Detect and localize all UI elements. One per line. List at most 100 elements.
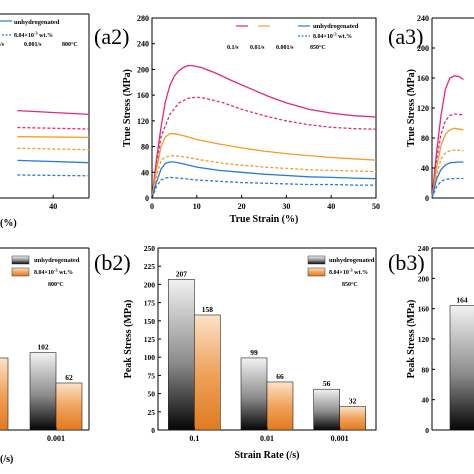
b2-ytick-label-6: 150 [144, 317, 156, 326]
b2-legend-unhydrogenated: unhydrogenated [329, 257, 375, 264]
b3-ytick-label-6: 240 [418, 244, 430, 253]
a2-ytick-label-4: 160 [137, 91, 149, 100]
b3-ytick-label-2: 80 [422, 365, 430, 374]
b2-bar-label-1-1: 66 [276, 372, 284, 381]
b2-ytick-label-8: 200 [144, 280, 156, 289]
b2-bar-label-1-2: 32 [349, 397, 357, 406]
a3-ytick-label-0: 0 [425, 194, 429, 203]
a2-plot-frame [151, 17, 377, 199]
b2-xtick-label-0: 0.1 [189, 434, 199, 443]
a2-ytick-label-7: 280 [137, 14, 149, 23]
panel-b3: (b3) 164 0 40 80 120 160 200 240 Peak Stress (… [388, 244, 474, 435]
a2-ytick-label-1: 40 [141, 168, 149, 177]
a2-ytick-label-5: 200 [137, 65, 149, 74]
a1-series-line-1 [17, 126, 90, 130]
b1-bar-1 [55, 382, 83, 431]
a1-legend-rate-fragment: /s [0, 42, 5, 48]
b2-xtick-label-2: 0.001 [331, 434, 349, 443]
a1-series-line-5 [17, 174, 90, 177]
b1-legend-temp: 800°C [48, 281, 64, 288]
b3-ytick-label-3: 120 [418, 335, 430, 344]
a3-ytick-label-3: 120 [417, 104, 429, 113]
b1-legend-swatch-orange [11, 267, 30, 277]
a3-y-label: True Stress (MPa) [406, 69, 417, 147]
a2-series-line-4 [151, 161, 377, 199]
a2-xtick-label-0: 0 [150, 202, 154, 211]
b2-x-label: Strain Rate (/s) [235, 450, 300, 461]
a2-xtick-label-5: 50 [372, 202, 380, 211]
a1-legend-hydro: 8.04×10-3 wt.% [14, 31, 53, 40]
a3-series-line-1 [431, 113, 464, 199]
a2-ytick-label-3: 120 [137, 117, 149, 126]
a1-xtick-label-1: 40 [49, 202, 57, 211]
a3-ytick-label-4: 160 [417, 74, 429, 83]
b2-bar-label-0-1: 99 [250, 348, 258, 357]
b2-bar-label-0-2: 56 [323, 379, 331, 388]
b1-bar-0 [29, 352, 57, 431]
b2-ytick-label-4: 100 [144, 353, 156, 362]
b2-panel-label: (b2) [94, 250, 131, 275]
b2-legend-hydro: 8.04×10-3 wt.% [329, 268, 368, 277]
a2-series-group [151, 64, 377, 199]
panel-a2: (a2) 0 10 20 30 40 50 0 40 80 120 160 200 240 280 unh… [94, 14, 380, 225]
a2-xtick-label-4: 40 [327, 202, 335, 211]
b2-legend-temp: 850°C [342, 281, 358, 288]
a3-series-line-5 [431, 177, 464, 199]
b2-bar-1-0 [194, 314, 221, 431]
a3-series-line-3 [431, 149, 464, 199]
b2-y-label: Peak Stress (MPa) [123, 300, 134, 379]
a2-legend-rate2: 0.01/s [250, 45, 265, 51]
panel-a1: unhydrogenated 8.04×10-3 wt.% /s 0.001/s… [0, 13, 90, 229]
panel-b1: unhydrogenated 8.04×10-3 wt.% 800°C 102 6… [0, 247, 90, 465]
a2-legend-rate3: 0.001/s [276, 45, 294, 51]
b2-ytick-label-10: 250 [144, 244, 156, 253]
a2-series-line-1 [151, 96, 377, 199]
b3-ytick-label-0: 0 [425, 426, 429, 435]
b2-ytick-label-1: 25 [148, 408, 156, 417]
a3-ytick-label-6: 240 [417, 14, 429, 23]
b2-bar-0-2 [313, 388, 340, 431]
a2-y-label: True Stress (MPa) [122, 69, 133, 147]
a2-legend: unhydrogenated 8.04×10-3 wt.% 0.1/s 0.01… [227, 23, 359, 51]
b3-ticks: 0 40 80 120 160 200 240 [418, 244, 435, 435]
panel-b2: (b2) 207 158 99 66 56 32 0.1 0.01 0.001 0 25 50 75 1… [94, 244, 377, 461]
a3-series-line-2 [431, 127, 464, 199]
b1-x-label: (/s) [0, 454, 13, 465]
a2-ytick-label-0: 0 [145, 194, 149, 203]
a1-series-line-2 [17, 136, 90, 139]
b3-bar-label-0: 164 [456, 296, 468, 305]
b3-y-label: Peak Stress (MPa) [406, 300, 417, 379]
b2-bar-1-2 [339, 406, 366, 431]
a3-ticks: 0 40 80 120 160 200 240 [417, 14, 435, 203]
b3-bars-group: 164 [449, 296, 474, 431]
b2-bar-label-1-0: 158 [202, 305, 214, 314]
a2-legend-hydro: 8.04×10-3 wt.% [313, 32, 352, 41]
b1-bars-group: 102 62 0.001 [0, 343, 83, 443]
b3-ytick-label-1: 40 [422, 396, 430, 405]
b1-legend-hydro: 8.04×10-3 wt.% [34, 268, 73, 277]
a2-legend-temp: 850°C [310, 44, 326, 51]
b2-xtick-label-1: 0.01 [260, 434, 274, 443]
a2-legend-unhydrogenated: unhydrogenated [313, 23, 359, 30]
a2-series-line-5 [151, 176, 376, 199]
b3-ytick-label-4: 160 [418, 305, 430, 314]
a1-x-ticks: 40 [49, 195, 90, 211]
b2-ytick-label-3: 75 [148, 371, 156, 380]
a2-x-label: True Strain (%) [230, 214, 299, 225]
a1-series-line-4 [17, 159, 90, 164]
a3-ytick-label-1: 40 [421, 164, 429, 173]
b2-ytick-label-2: 50 [148, 390, 156, 399]
b1-bar-label-1: 62 [65, 373, 73, 382]
a1-series-line-3 [17, 147, 90, 151]
a3-series-line-4 [431, 161, 464, 199]
panel-a3: (a3) 0 40 80 120 160 200 240 True Stress (MPa) [388, 14, 474, 203]
b2-bar-1-1 [266, 381, 294, 431]
b2-legend-swatch-gray [307, 255, 326, 265]
b1-bar-label-0: 102 [37, 343, 49, 352]
a1-legend-temp: 800°C [62, 41, 78, 48]
a1-series-line-0 [17, 109, 90, 116]
b1-bar-partial [0, 357, 9, 431]
b1-legend-swatch-gray [11, 255, 30, 265]
b3-ytick-label-5: 200 [418, 274, 430, 283]
